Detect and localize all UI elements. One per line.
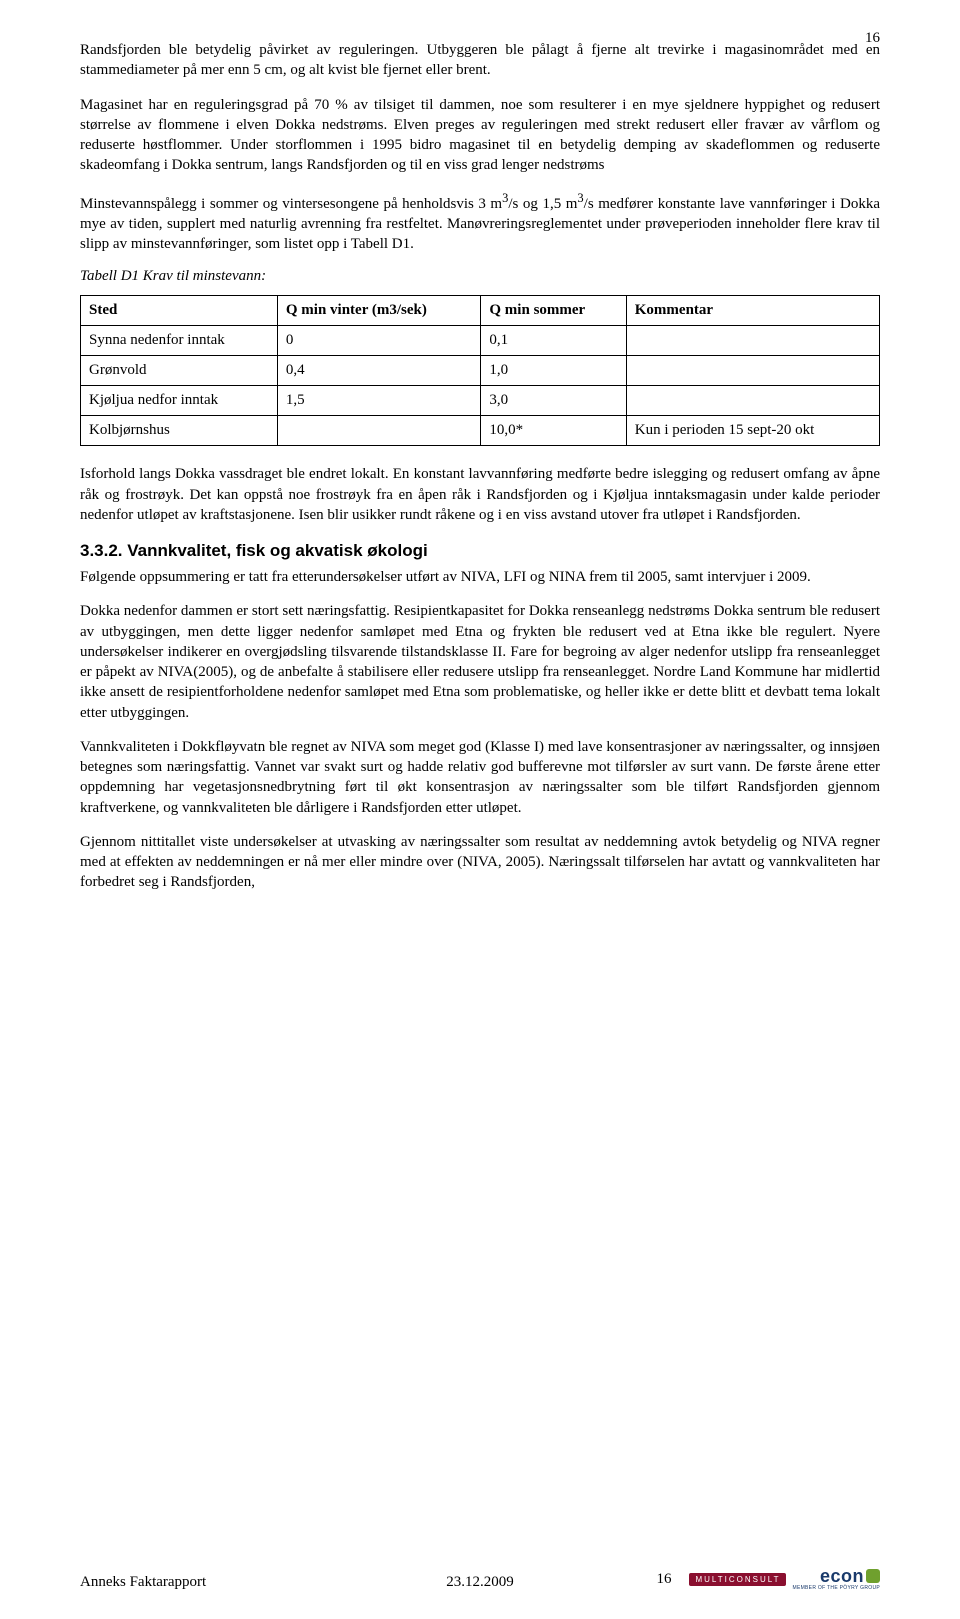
- paragraph-5: Følgende oppsummering er tatt fra etteru…: [80, 567, 880, 587]
- paragraph-7: Vannkvaliteten i Dokkfløyvatn ble regnet…: [80, 737, 880, 818]
- cell: [626, 386, 879, 416]
- econ-logo-subtitle: MEMBER OF THE PÖYRY GROUP: [792, 1586, 880, 1591]
- paragraph-6: Dokka nedenfor dammen er stort sett næri…: [80, 601, 880, 723]
- paragraph-4: Isforhold langs Dokka vassdraget ble end…: [80, 464, 880, 525]
- document-page: 16 Randsfjorden ble betydelig påvirket a…: [0, 0, 960, 1619]
- cell: [277, 416, 481, 446]
- th-qvinter: Q min vinter (m3/sek): [277, 296, 481, 326]
- table-caption: Tabell D1 Krav til minstevann:: [80, 268, 880, 285]
- cell: Kjøljua nedfor inntak: [81, 386, 278, 416]
- footer-center: 23.12.2009: [446, 1574, 514, 1591]
- table-header-row: Sted Q min vinter (m3/sek) Q min sommer …: [81, 296, 880, 326]
- page-number-top: 16: [865, 30, 880, 47]
- paragraph-3: Minstevannspålegg i sommer og vinterseso…: [80, 190, 880, 255]
- econ-logo-text: econ: [820, 1566, 864, 1586]
- table-row: Kjøljua nedfor inntak 1,5 3,0: [81, 386, 880, 416]
- p3-pre: Minstevannspålegg i sommer og vinterseso…: [80, 196, 502, 212]
- cell: 0: [277, 326, 481, 356]
- th-kommentar: Kommentar: [626, 296, 879, 326]
- paragraph-2: Magasinet har en reguleringsgrad på 70 %…: [80, 95, 880, 176]
- footer-left: Anneks Faktarapport: [80, 1574, 206, 1591]
- cell: Synna nedenfor inntak: [81, 326, 278, 356]
- minstevann-table: Sted Q min vinter (m3/sek) Q min sommer …: [80, 295, 880, 446]
- paragraph-1: Randsfjorden ble betydelig påvirket av r…: [80, 40, 880, 81]
- cell: 3,0: [481, 386, 626, 416]
- paragraph-8: Gjennom nittitallet viste undersøkelser …: [80, 832, 880, 893]
- cell: Kun i perioden 15 sept-20 okt: [626, 416, 879, 446]
- p3-mid: /s og 1,5 m: [508, 196, 577, 212]
- cell: Grønvold: [81, 356, 278, 386]
- th-sted: Sted: [81, 296, 278, 326]
- cell: [626, 356, 879, 386]
- footer-logos: MULTICONSULT econ MEMBER OF THE PÖYRY GR…: [689, 1567, 880, 1591]
- th-qsommer: Q min sommer: [481, 296, 626, 326]
- table-row: Grønvold 0,4 1,0: [81, 356, 880, 386]
- cell: 1,5: [277, 386, 481, 416]
- cell: 1,0: [481, 356, 626, 386]
- footer-page-number: 16: [656, 1571, 671, 1588]
- page-footer: Anneks Faktarapport 23.12.2009 16 MULTIC…: [80, 1567, 880, 1591]
- cell: 0,4: [277, 356, 481, 386]
- cell: 0,1: [481, 326, 626, 356]
- econ-logo: econ MEMBER OF THE PÖYRY GROUP: [792, 1567, 880, 1591]
- footer-right: 16 MULTICONSULT econ MEMBER OF THE PÖYRY…: [656, 1567, 880, 1591]
- cell: [626, 326, 879, 356]
- section-heading-332: 3.3.2. Vannkvalitet, fisk og akvatisk øk…: [80, 541, 880, 561]
- multiconsult-logo: MULTICONSULT: [689, 1573, 786, 1586]
- cell: Kolbjørnshus: [81, 416, 278, 446]
- cell: 10,0*: [481, 416, 626, 446]
- econ-logo-icon: [866, 1569, 880, 1583]
- table-row: Synna nedenfor inntak 0 0,1: [81, 326, 880, 356]
- table-row: Kolbjørnshus 10,0* Kun i perioden 15 sep…: [81, 416, 880, 446]
